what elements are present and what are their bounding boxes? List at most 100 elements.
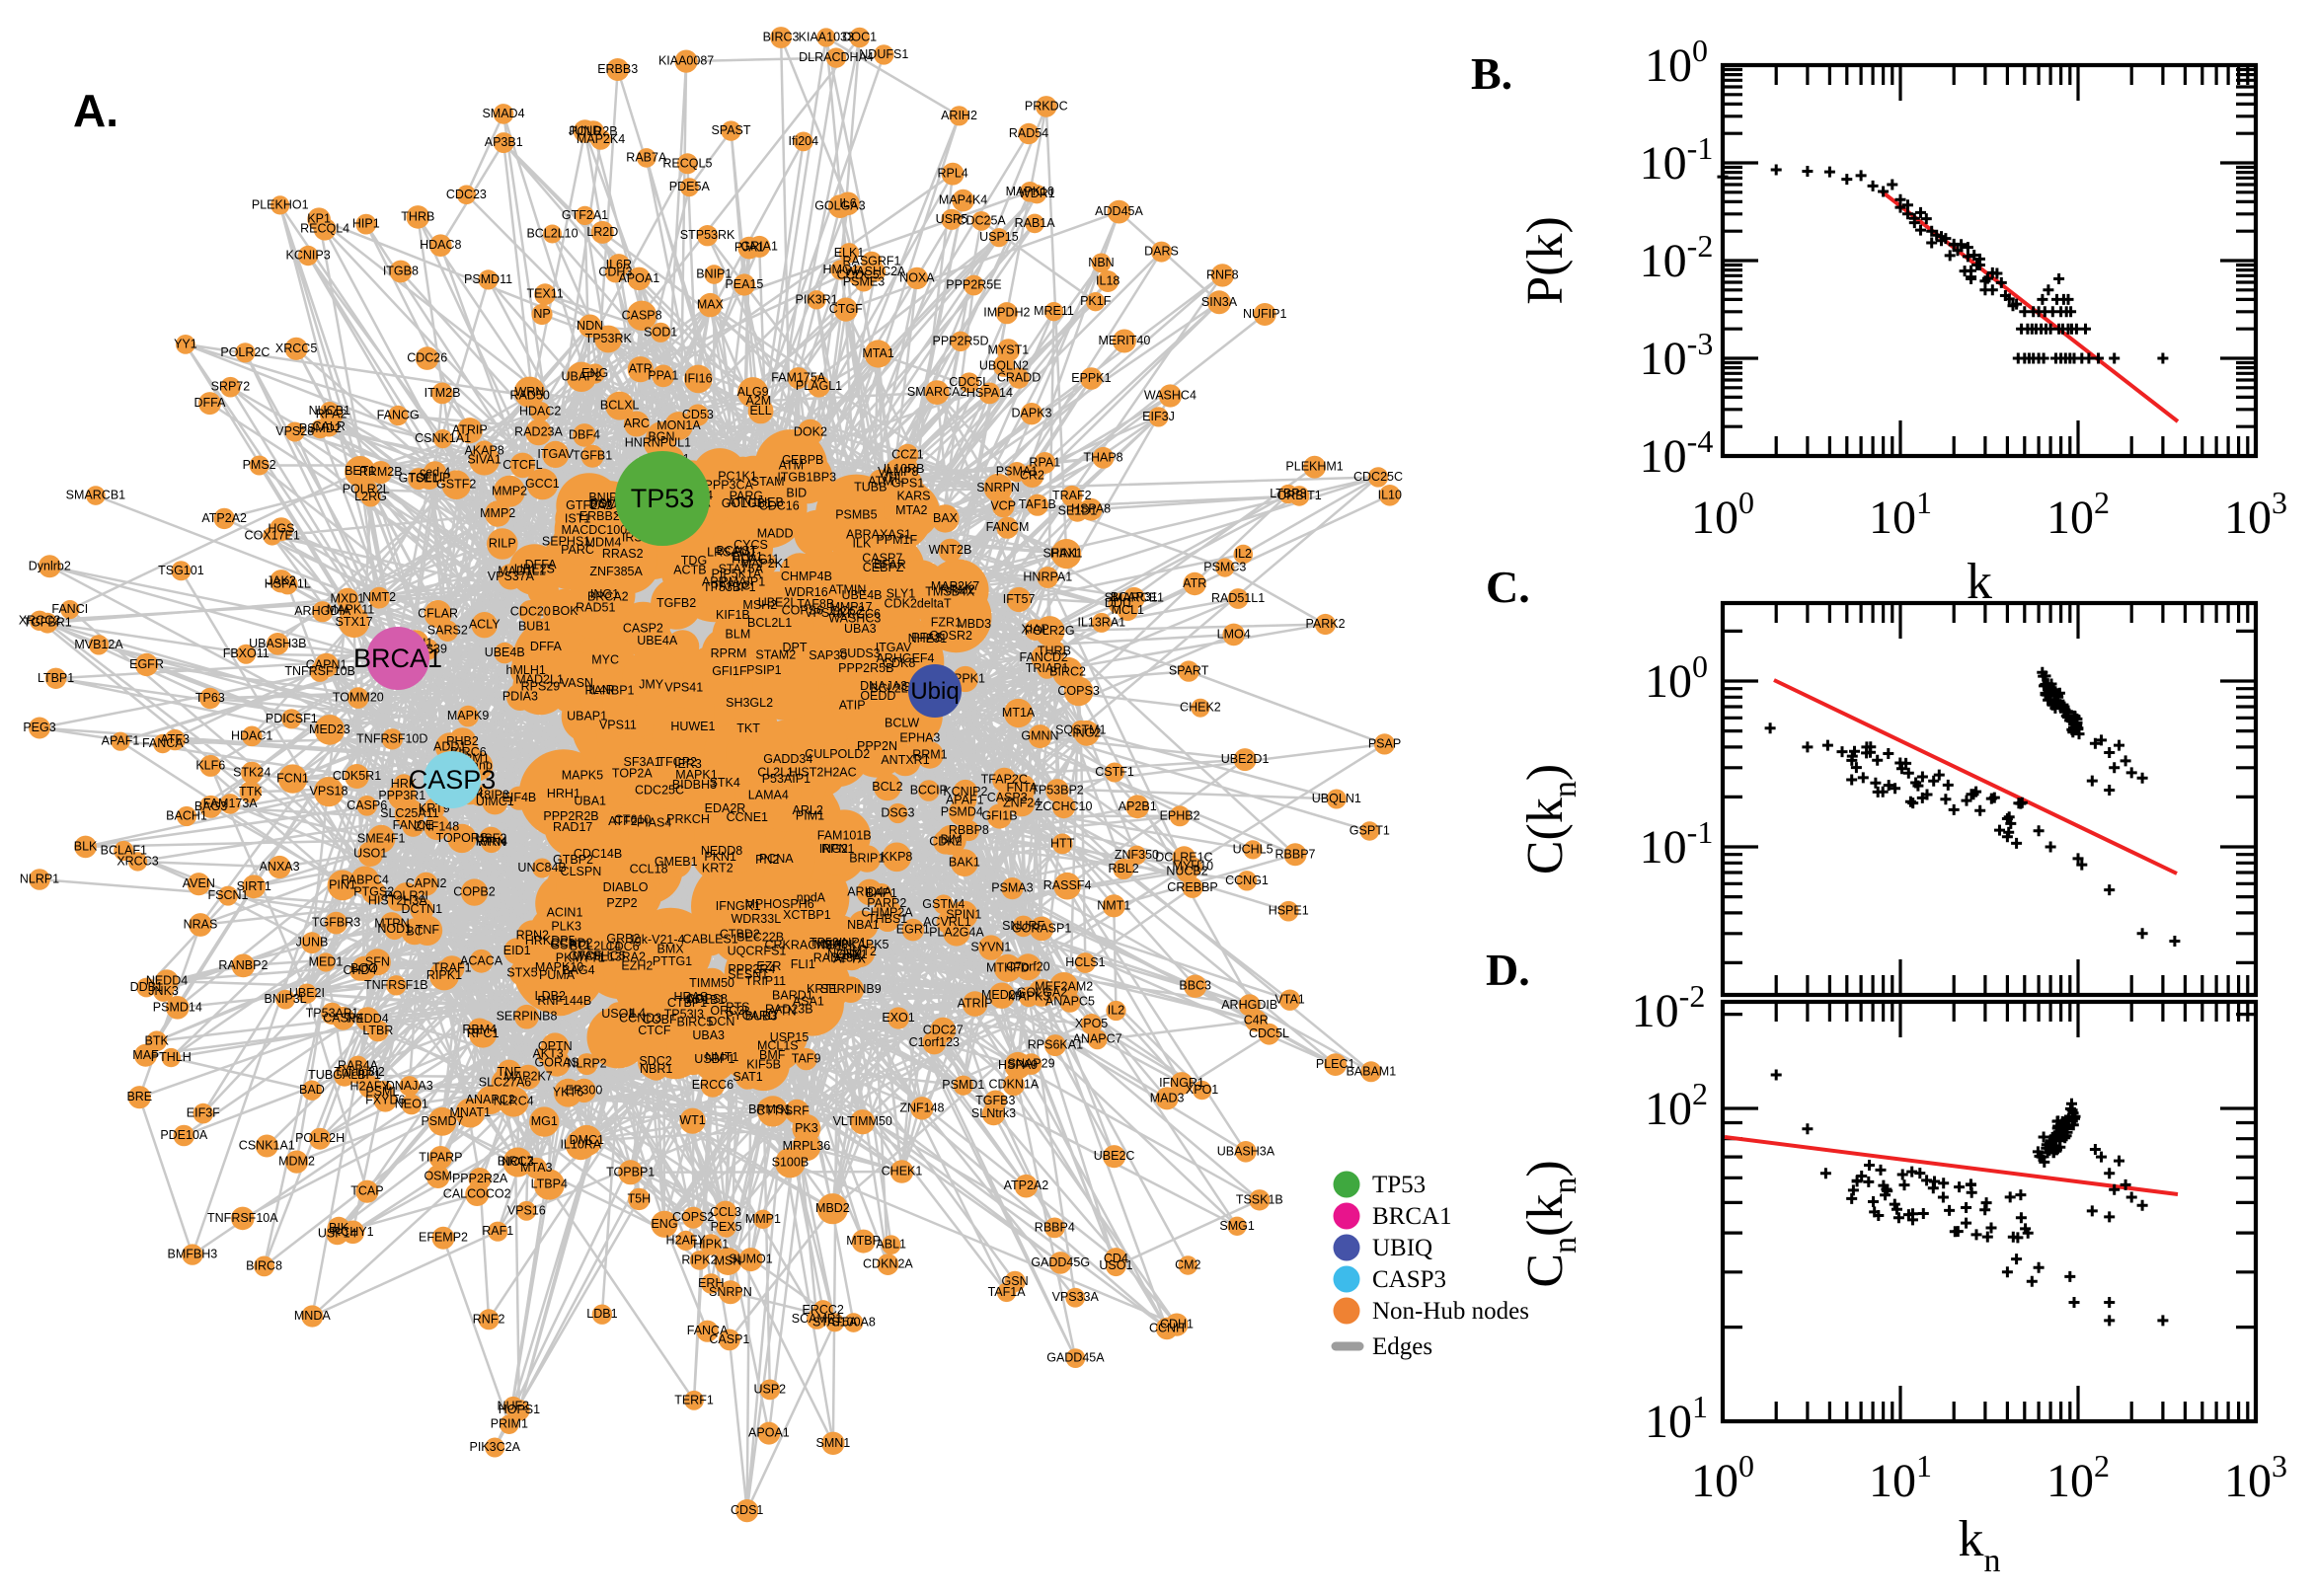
svg-text:ENG: ENG: [651, 1217, 677, 1231]
svg-text:BRIP1: BRIP1: [849, 852, 885, 866]
svg-text:VPS41: VPS41: [664, 681, 703, 695]
svg-text:PSAP: PSAP: [1368, 736, 1401, 750]
svg-text:ILK: ILK: [853, 536, 872, 550]
svg-text:PARK2: PARK2: [1305, 617, 1345, 631]
svg-text:HDAC8: HDAC8: [420, 238, 461, 252]
svg-text:CSNK1A1: CSNK1A1: [239, 1139, 295, 1153]
svg-text:SPIN1: SPIN1: [946, 907, 981, 921]
svg-text:MERIT40: MERIT40: [1099, 334, 1151, 347]
svg-text:WASHC5: WASHC5: [574, 950, 626, 963]
svg-text:CDH1: CDH1: [1160, 1318, 1194, 1331]
svg-text:EIF3J: EIF3J: [1142, 410, 1175, 423]
svg-text:CR2: CR2: [1020, 469, 1044, 483]
svg-text:APAF1: APAF1: [102, 734, 140, 748]
svg-text:APOA1: APOA1: [618, 271, 659, 285]
svg-text:SMARCA2: SMARCA2: [907, 385, 966, 399]
svg-text:PLA2G4A: PLA2G4A: [929, 925, 984, 939]
svg-text:TGFBR1: TGFBR1: [23, 616, 71, 630]
svg-text:MNDA: MNDA: [294, 1309, 331, 1323]
svg-text:VPS28: VPS28: [275, 424, 314, 438]
svg-text:MADD: MADD: [757, 526, 794, 540]
svg-text:MTA1: MTA1: [862, 346, 893, 360]
svg-text:LMO4: LMO4: [1217, 627, 1251, 641]
svg-text:PSMC3: PSMC3: [1203, 561, 1246, 574]
svg-text:RAF1: RAF1: [482, 1224, 513, 1238]
svg-text:Igk-V21-4: Igk-V21-4: [631, 933, 684, 947]
svg-text:CTBD2: CTBD2: [720, 927, 760, 941]
svg-text:ASA1: ASA1: [793, 995, 824, 1009]
svg-text:BRE: BRE: [126, 1090, 152, 1103]
svg-text:UBA1: UBA1: [574, 794, 606, 807]
svg-text:COBF: COBF: [643, 1013, 677, 1026]
svg-text:XPO5: XPO5: [1075, 1017, 1108, 1030]
svg-text:UIMC1: UIMC1: [476, 795, 514, 808]
svg-text:NMT1: NMT1: [1097, 898, 1130, 912]
svg-text:MXD1: MXD1: [331, 591, 365, 605]
svg-text:BCL2L10: BCL2L10: [526, 227, 578, 241]
svg-text:CASP2: CASP2: [623, 622, 663, 636]
svg-text:RNF8: RNF8: [1206, 267, 1239, 281]
svg-text:MTA2: MTA2: [895, 503, 927, 517]
svg-text:PIP5K1A: PIP5K1A: [712, 568, 762, 581]
svg-text:RNF144B: RNF144B: [537, 994, 591, 1008]
svg-text:CEBPB: CEBPB: [782, 453, 823, 467]
svg-text:JUND: JUND: [569, 124, 601, 138]
svg-text:MAD2L1: MAD2L1: [515, 673, 564, 687]
svg-text:SPART: SPART: [1169, 664, 1209, 678]
svg-text:PKMYT1: PKMYT1: [556, 951, 605, 965]
svg-text:BAK1: BAK1: [949, 856, 980, 870]
svg-text:UBE4B: UBE4B: [485, 646, 525, 659]
svg-text:RRM2B: RRM2B: [359, 465, 403, 479]
svg-text:XRCC6: XRCC6: [839, 607, 881, 621]
svg-text:THAP8: THAP8: [1083, 450, 1122, 464]
svg-text:CDC25C: CDC25C: [635, 783, 684, 797]
svg-text:MSH2: MSH2: [742, 598, 777, 612]
svg-text:TAF1B: TAF1B: [1019, 497, 1056, 511]
svg-text:RIPK1: RIPK1: [426, 968, 462, 982]
svg-text:THBS1: THBS1: [868, 912, 907, 926]
svg-text:ACVRL1: ACVRL1: [923, 915, 971, 929]
svg-text:RAB1A: RAB1A: [1015, 216, 1056, 230]
svg-text:PZP2: PZP2: [606, 896, 637, 910]
svg-text:SIRT1: SIRT1: [237, 879, 271, 893]
svg-text:T5H: T5H: [627, 1191, 651, 1205]
svg-text:GCC2: GCC2: [830, 604, 865, 618]
svg-text:PLEKHM1: PLEKHM1: [1285, 460, 1343, 474]
svg-text:PSMD14: PSMD14: [153, 1000, 202, 1014]
svg-text:POLR2C: POLR2C: [220, 345, 270, 359]
svg-text:CHEK1: CHEK1: [882, 1165, 923, 1178]
svg-text:CDC25A: CDC25A: [957, 213, 1006, 227]
svg-text:DCTN1: DCTN1: [401, 902, 442, 916]
svg-text:GFI1F: GFI1F: [712, 664, 747, 678]
svg-text:CEBPZ: CEBPZ: [863, 561, 904, 574]
svg-text:TGFB1: TGFB1: [573, 449, 612, 463]
svg-text:VASN: VASN: [561, 676, 593, 690]
svg-text:CALR: CALR: [313, 419, 346, 433]
svg-text:GCC1: GCC1: [525, 477, 560, 491]
svg-text:GOSR2: GOSR2: [929, 629, 972, 643]
svg-text:GSTM4: GSTM4: [922, 897, 965, 911]
svg-text:HAX1: HAX1: [1050, 547, 1083, 561]
svg-text:LTBP1: LTBP1: [38, 671, 74, 685]
svg-text:MED23: MED23: [309, 722, 350, 736]
svg-text:CCL18: CCL18: [630, 863, 668, 876]
svg-text:RAB7A: RAB7A: [626, 150, 667, 164]
svg-text:CASP3: CASP3: [409, 765, 497, 795]
svg-text:SAP30: SAP30: [809, 648, 847, 662]
svg-text:TFAP2C: TFAP2C: [981, 773, 1028, 787]
svg-text:MMP2: MMP2: [480, 506, 515, 520]
svg-text:HRAS: HRAS: [674, 990, 709, 1004]
svg-text:ATF2: ATF2: [608, 814, 638, 828]
svg-text:TOP2A: TOP2A: [612, 767, 653, 781]
svg-text:NOXA: NOXA: [899, 270, 935, 284]
svg-text:MAPK10: MAPK10: [1006, 185, 1054, 198]
svg-text:GADD45A: GADD45A: [1046, 1351, 1105, 1365]
svg-text:TP53: TP53: [631, 484, 695, 513]
svg-text:CTCF: CTCF: [569, 950, 602, 963]
svg-text:MAP4K4: MAP4K4: [939, 193, 987, 207]
svg-text:KIAA0087: KIAA0087: [658, 54, 714, 68]
svg-text:HGS: HGS: [268, 522, 294, 536]
svg-text:HIST2H2AC: HIST2H2AC: [789, 766, 857, 780]
svg-text:GORAS: GORAS: [535, 1056, 579, 1070]
svg-text:XIAP: XIAP: [1021, 623, 1049, 637]
